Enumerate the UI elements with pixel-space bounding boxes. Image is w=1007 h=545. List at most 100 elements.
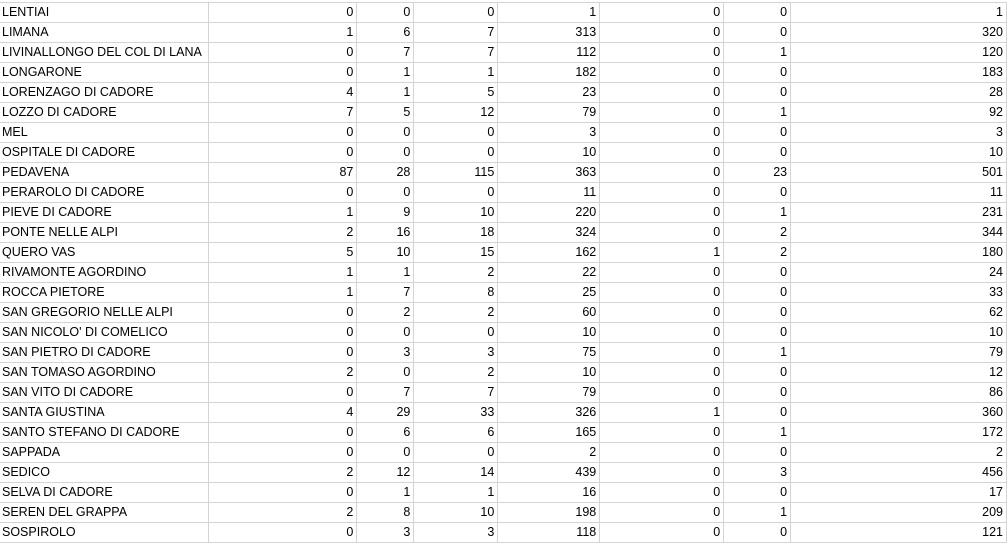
cell-value[interactable]: 33 <box>413 402 499 423</box>
cell-value[interactable]: 0 <box>723 142 792 163</box>
cell-municipality[interactable]: SAN PIETRO DI CADORE <box>0 342 210 363</box>
cell-value[interactable]: 1 <box>723 202 792 223</box>
cell-municipality[interactable]: LORENZAGO DI CADORE <box>0 82 210 103</box>
cell-value[interactable]: 0 <box>599 282 725 303</box>
cell-value[interactable]: 4 <box>208 402 358 423</box>
cell-municipality[interactable]: QUERO VAS <box>0 242 210 263</box>
cell-value[interactable]: 0 <box>723 362 792 383</box>
cell-value[interactable]: 1 <box>723 342 792 363</box>
cell-value[interactable]: 501 <box>790 162 1007 183</box>
cell-value[interactable]: 0 <box>208 182 358 203</box>
cell-value[interactable]: 29 <box>356 402 415 423</box>
cell-value[interactable]: 2 <box>208 362 358 383</box>
cell-value[interactable]: 220 <box>497 202 601 223</box>
cell-value[interactable]: 6 <box>356 422 415 443</box>
cell-value[interactable]: 0 <box>599 222 725 243</box>
cell-value[interactable]: 0 <box>599 522 725 543</box>
cell-municipality[interactable]: OSPITALE DI CADORE <box>0 142 210 163</box>
cell-value[interactable]: 3 <box>790 122 1007 143</box>
cell-value[interactable]: 0 <box>599 322 725 343</box>
cell-value[interactable]: 0 <box>723 402 792 423</box>
cell-value[interactable]: 0 <box>599 202 725 223</box>
cell-municipality[interactable]: ROCCA PIETORE <box>0 282 210 303</box>
cell-value[interactable]: 1 <box>599 242 725 263</box>
cell-municipality[interactable]: LIMANA <box>0 22 210 43</box>
cell-value[interactable]: 28 <box>790 82 1007 103</box>
cell-value[interactable]: 0 <box>599 462 725 483</box>
cell-value[interactable]: 172 <box>790 422 1007 443</box>
cell-value[interactable]: 0 <box>723 262 792 283</box>
cell-value[interactable]: 2 <box>723 242 792 263</box>
cell-value[interactable]: 1 <box>599 402 725 423</box>
cell-value[interactable]: 320 <box>790 22 1007 43</box>
cell-municipality[interactable]: SAN TOMASO AGORDINO <box>0 362 210 383</box>
cell-value[interactable]: 180 <box>790 242 1007 263</box>
cell-value[interactable]: 0 <box>208 382 358 403</box>
cell-value[interactable]: 0 <box>208 442 358 463</box>
cell-value[interactable]: 1 <box>208 282 358 303</box>
cell-value[interactable]: 22 <box>497 262 601 283</box>
cell-value[interactable]: 8 <box>413 282 499 303</box>
cell-value[interactable]: 209 <box>790 502 1007 523</box>
cell-municipality[interactable]: LOZZO DI CADORE <box>0 102 210 123</box>
cell-municipality[interactable]: SEDICO <box>0 462 210 483</box>
cell-value[interactable]: 0 <box>599 122 725 143</box>
cell-value[interactable]: 0 <box>599 362 725 383</box>
cell-value[interactable]: 1 <box>356 482 415 503</box>
cell-value[interactable]: 0 <box>413 182 499 203</box>
cell-value[interactable]: 0 <box>599 162 725 183</box>
cell-value[interactable]: 87 <box>208 162 358 183</box>
cell-value[interactable]: 0 <box>599 82 725 103</box>
cell-municipality[interactable]: SAN NICOLO' DI COMELICO <box>0 322 210 343</box>
cell-value[interactable]: 15 <box>413 242 499 263</box>
cell-value[interactable]: 10 <box>413 202 499 223</box>
cell-value[interactable]: 0 <box>208 142 358 163</box>
cell-value[interactable]: 2 <box>413 362 499 383</box>
cell-value[interactable]: 28 <box>356 162 415 183</box>
cell-value[interactable]: 17 <box>790 482 1007 503</box>
cell-value[interactable]: 2 <box>208 222 358 243</box>
cell-value[interactable]: 0 <box>723 282 792 303</box>
cell-municipality[interactable]: SEREN DEL GRAPPA <box>0 502 210 523</box>
cell-municipality[interactable]: SANTO STEFANO DI CADORE <box>0 422 210 443</box>
cell-value[interactable]: 4 <box>208 82 358 103</box>
cell-value[interactable]: 12 <box>356 462 415 483</box>
cell-value[interactable]: 324 <box>497 222 601 243</box>
cell-value[interactable]: 10 <box>497 362 601 383</box>
cell-value[interactable]: 1 <box>208 202 358 223</box>
cell-value[interactable]: 2 <box>723 222 792 243</box>
cell-value[interactable]: 7 <box>356 282 415 303</box>
cell-value[interactable]: 10 <box>356 242 415 263</box>
cell-value[interactable]: 14 <box>413 462 499 483</box>
cell-municipality[interactable]: PEDAVENA <box>0 162 210 183</box>
cell-value[interactable]: 0 <box>208 122 358 143</box>
cell-value[interactable]: 6 <box>356 22 415 43</box>
cell-value[interactable]: 3 <box>413 522 499 543</box>
cell-value[interactable]: 1 <box>208 262 358 283</box>
cell-value[interactable]: 0 <box>723 122 792 143</box>
cell-value[interactable]: 10 <box>497 322 601 343</box>
cell-value[interactable]: 0 <box>356 322 415 343</box>
cell-value[interactable]: 0 <box>413 2 499 23</box>
cell-value[interactable]: 7 <box>356 382 415 403</box>
cell-value[interactable]: 1 <box>413 62 499 83</box>
cell-municipality[interactable]: RIVAMONTE AGORDINO <box>0 262 210 283</box>
cell-value[interactable]: 3 <box>356 522 415 543</box>
cell-value[interactable]: 10 <box>497 142 601 163</box>
cell-value[interactable]: 0 <box>723 522 792 543</box>
cell-municipality[interactable]: SANTA GIUSTINA <box>0 402 210 423</box>
cell-value[interactable]: 0 <box>599 342 725 363</box>
cell-value[interactable]: 1 <box>356 82 415 103</box>
cell-value[interactable]: 118 <box>497 522 601 543</box>
cell-value[interactable]: 162 <box>497 242 601 263</box>
cell-value[interactable]: 0 <box>599 22 725 43</box>
cell-value[interactable]: 0 <box>723 382 792 403</box>
cell-value[interactable]: 0 <box>723 182 792 203</box>
cell-value[interactable]: 0 <box>356 142 415 163</box>
cell-value[interactable]: 86 <box>790 382 1007 403</box>
cell-value[interactable]: 1 <box>356 262 415 283</box>
cell-value[interactable]: 9 <box>356 202 415 223</box>
cell-value[interactable]: 10 <box>790 322 1007 343</box>
cell-value[interactable]: 1 <box>356 62 415 83</box>
cell-value[interactable]: 0 <box>599 302 725 323</box>
